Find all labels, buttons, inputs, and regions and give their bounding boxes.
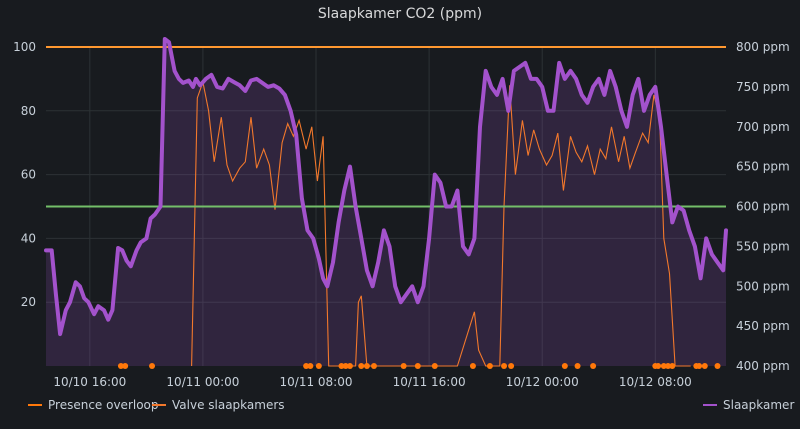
- presence-point: [431, 363, 438, 369]
- legend-label: Valve slaapkamers: [172, 398, 285, 412]
- left-tick-label: 100: [13, 40, 36, 54]
- presence-point: [501, 363, 508, 369]
- presence-point: [696, 363, 703, 369]
- presence-point: [574, 363, 581, 369]
- right-tick-label: 450 ppm: [736, 319, 790, 333]
- x-tick-label: 10/11 08:00: [280, 375, 353, 389]
- right-tick-label: 600 ppm: [736, 200, 790, 214]
- left-tick-label: 60: [21, 168, 36, 182]
- presence-point: [358, 363, 365, 369]
- presence-point: [414, 363, 421, 369]
- presence-point: [363, 363, 370, 369]
- presence-point: [561, 363, 568, 369]
- x-tick-label: 10/12 00:00: [506, 375, 579, 389]
- presence-point: [346, 363, 353, 369]
- co2-line: [44, 37, 728, 337]
- x-tick-label: 10/12 08:00: [619, 375, 692, 389]
- presence-point: [342, 363, 349, 369]
- x-tick-label: 10/11 16:00: [393, 375, 466, 389]
- right-tick-label: 800 ppm: [736, 40, 790, 54]
- co2-area: [46, 39, 726, 366]
- presence-point: [307, 363, 314, 369]
- x-axis: 10/10 16:00 10/11 00:00 10/11 08:00 10/11 1…: [53, 375, 691, 389]
- presence-point: [669, 363, 676, 369]
- presence-point: [469, 363, 476, 369]
- legend-swatch: [703, 404, 717, 406]
- chart-title: Slaapkamer CO2 (ppm): [317, 6, 483, 22]
- presence-point: [370, 363, 377, 369]
- presence-point: [660, 363, 667, 369]
- presence-point: [117, 363, 124, 369]
- valve-line: [191, 80, 691, 367]
- left-axis: 20 40 60 80 100: [13, 40, 36, 309]
- presence-point: [122, 363, 129, 369]
- presence-point: [149, 363, 156, 369]
- presence-point: [400, 363, 407, 369]
- presence-point: [338, 363, 345, 369]
- series-layer: [44, 37, 728, 369]
- presence-point: [665, 363, 672, 369]
- legend-item-valve[interactable]: Valve slaapkamers: [152, 398, 285, 412]
- legend-item-slaapkamer[interactable]: Slaapkamer: [703, 398, 794, 412]
- x-tick-label: 10/10 16:00: [53, 375, 126, 389]
- right-tick-label: 750 ppm: [736, 80, 790, 94]
- x-tick-label: 10/11 00:00: [166, 375, 239, 389]
- presence-point: [508, 363, 515, 369]
- legend-swatch: [28, 404, 42, 406]
- presence-point: [714, 363, 721, 369]
- left-tick-label: 40: [21, 231, 36, 245]
- left-tick-label: 20: [21, 295, 36, 309]
- right-tick-label: 500 ppm: [736, 279, 790, 293]
- legend-label: Slaapkamer: [723, 398, 795, 412]
- right-tick-label: 700 ppm: [736, 120, 790, 134]
- right-axis: 400 ppm 450 ppm 500 ppm 550 ppm 600 ppm 650 p…: [736, 40, 790, 373]
- presence-point: [701, 363, 708, 369]
- right-tick-label: 400 ppm: [736, 359, 790, 373]
- presence-point: [590, 363, 597, 369]
- right-tick-label: 650 ppm: [736, 160, 790, 174]
- legend-item-presence[interactable]: Presence overloop: [28, 398, 159, 412]
- legend-swatch: [152, 404, 166, 406]
- right-tick-label: 550 ppm: [736, 239, 790, 253]
- left-tick-label: 80: [21, 104, 36, 118]
- presence-point: [655, 363, 662, 369]
- presence-point: [303, 363, 310, 369]
- presence-point: [315, 363, 322, 369]
- presence-point: [486, 363, 493, 369]
- legend-label: Presence overloop: [48, 398, 159, 412]
